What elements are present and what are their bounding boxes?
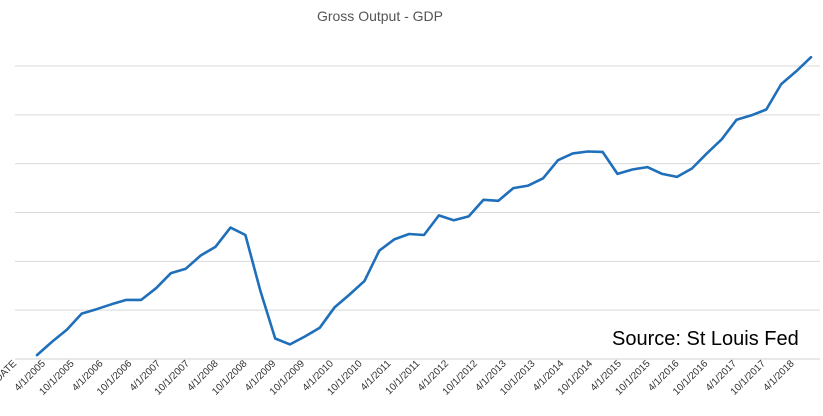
series-line-gdp bbox=[35, 55, 813, 357]
x-tick-label: 4/1/2018 bbox=[761, 358, 797, 394]
gridlines bbox=[15, 65, 820, 311]
x-tick-label: DATE bbox=[0, 358, 19, 384]
source-annotation: Source: St Louis Fed bbox=[612, 328, 799, 350]
x-tick-labels: DATE4/1/200510/1/20054/1/200610/1/20064/… bbox=[0, 358, 797, 398]
chart-title: Gross Output - GDP bbox=[317, 8, 443, 24]
